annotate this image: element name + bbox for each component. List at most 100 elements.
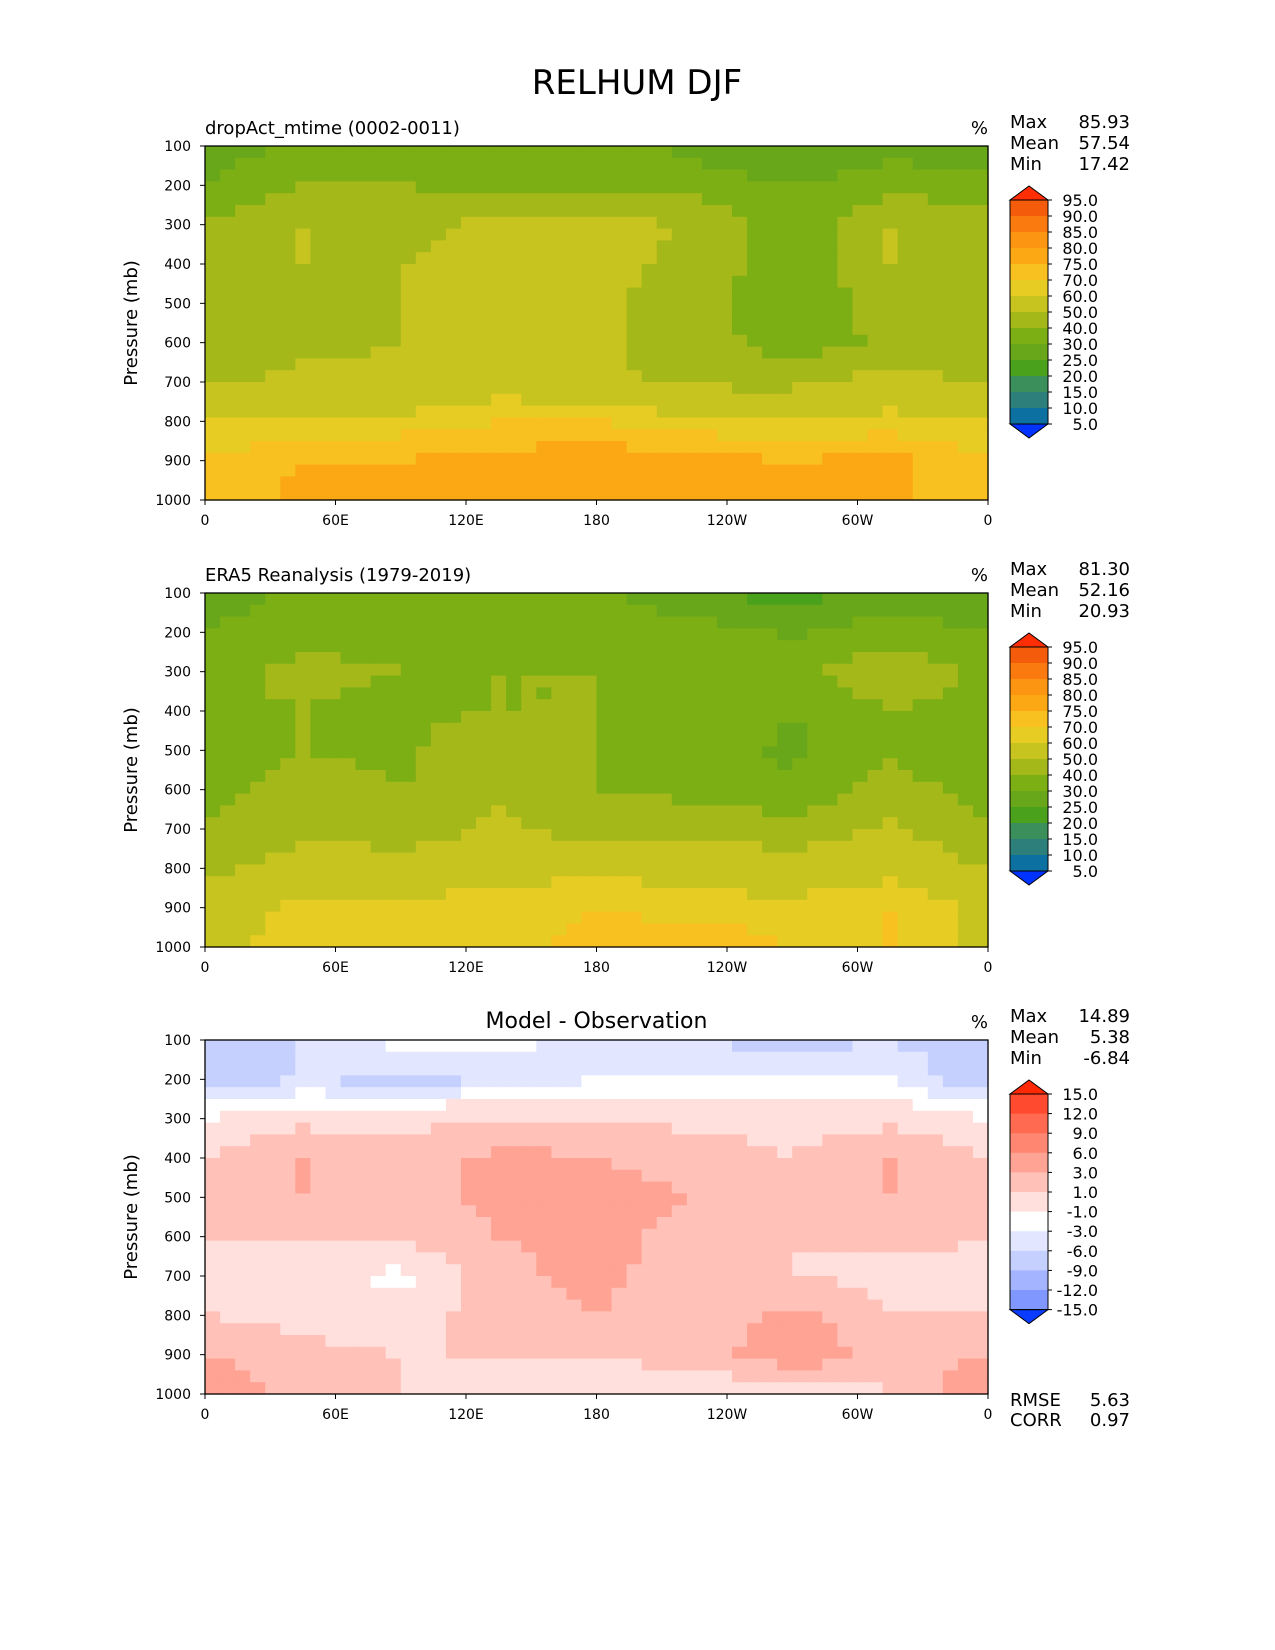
heatmap-cell (506, 346, 522, 359)
heatmap-cell (596, 1134, 613, 1147)
heatmap-cell (927, 829, 944, 842)
heatmap-cell (807, 228, 823, 241)
heatmap-cell (295, 864, 312, 877)
heatmap-cell (807, 476, 823, 489)
heatmap-cell (581, 252, 598, 265)
heatmap-cell (611, 1099, 628, 1112)
heatmap-cell (445, 1122, 462, 1135)
heatmap-cell (581, 593, 598, 606)
heatmap-cell (220, 382, 236, 395)
heatmap-cell (912, 746, 929, 759)
heatmap-cell (385, 228, 402, 241)
heatmap-cell (551, 441, 567, 454)
heatmap-cell (732, 1264, 748, 1277)
heatmap-cell (972, 169, 989, 182)
heatmap-cell (310, 1370, 327, 1383)
heatmap-cell (415, 181, 432, 194)
heatmap-cell (867, 805, 884, 818)
heatmap-cell (536, 734, 552, 747)
heatmap-cell (581, 1063, 598, 1076)
heatmap-cell (581, 1382, 598, 1395)
heatmap-cell (536, 228, 552, 241)
heatmap-cell (611, 311, 628, 324)
heatmap-cell (897, 652, 914, 665)
heatmap-cell (551, 346, 567, 359)
heatmap-cell (551, 169, 567, 182)
heatmap-cell (340, 604, 357, 618)
heatmap-cell (310, 146, 327, 159)
heatmap-cell (445, 663, 462, 677)
heatmap-cell (310, 817, 327, 830)
heatmap-cell (671, 1358, 688, 1371)
heatmap-cell (295, 1311, 312, 1324)
heatmap-cell (686, 193, 703, 206)
heatmap-cell (972, 1311, 989, 1324)
heatmap-cell (581, 923, 598, 936)
heatmap-cell (656, 464, 673, 477)
heatmap-cell (867, 228, 884, 241)
y-axis-label: Pressure (mb) (121, 707, 142, 833)
heatmap-cell (762, 264, 778, 277)
heatmap-cell (792, 734, 808, 747)
heatmap-cell (912, 616, 929, 629)
heatmap-cell (897, 781, 914, 795)
heatmap-cell (280, 911, 296, 924)
heatmap-cell (340, 405, 357, 418)
heatmap-cell (235, 275, 251, 289)
heatmap-cell (942, 382, 959, 395)
heatmap-cell (250, 1193, 266, 1206)
heatmap-cell (852, 604, 869, 618)
heatmap-cell (325, 169, 342, 182)
heatmap-cell (220, 923, 236, 936)
heatmap-cell (536, 193, 552, 206)
heatmap-cell (747, 805, 763, 818)
heatmap-cell (265, 370, 281, 383)
heatmap-cell (340, 264, 357, 277)
heatmap-cell (355, 1264, 372, 1277)
heatmap-cell (942, 935, 959, 948)
heatmap-cell (716, 1217, 733, 1230)
heatmap-cell (716, 252, 733, 265)
heatmap-cell (656, 1040, 673, 1053)
heatmap-cell (701, 1146, 718, 1159)
heatmap-cell (325, 323, 342, 336)
heatmap-cell (867, 840, 884, 854)
heatmap-cell (491, 264, 507, 277)
heatmap-cell (340, 146, 357, 159)
heatmap-cell (701, 616, 718, 629)
heatmap-cell (897, 370, 914, 383)
heatmap-cell (506, 781, 522, 795)
heatmap-cell (716, 935, 733, 948)
heatmap-cell (506, 1169, 522, 1183)
heatmap-cell (912, 699, 929, 712)
y-tick-label: 200 (164, 625, 191, 641)
heatmap-cell (566, 264, 583, 277)
heatmap-cell (972, 476, 989, 489)
heatmap-cell (521, 746, 537, 759)
heatmap-cell (566, 275, 583, 289)
heatmap-cell (867, 240, 884, 253)
heatmap-cell (506, 181, 522, 194)
heatmap-cell (762, 899, 778, 913)
heatmap-cell (521, 464, 537, 477)
heatmap-cell (506, 1146, 522, 1159)
heatmap-cell (807, 464, 823, 477)
heatmap-cell (792, 370, 808, 383)
heatmap-cell (235, 840, 251, 854)
heatmap-cell (897, 1264, 914, 1277)
heatmap-cell (882, 382, 899, 395)
heatmap-cell (671, 805, 688, 818)
heatmap-cell (340, 1299, 357, 1312)
heatmap-cell (957, 1040, 974, 1053)
heatmap-cell (716, 734, 733, 747)
heatmap-cell (581, 405, 598, 418)
heatmap-cell (476, 758, 492, 771)
heatmap-cell (385, 746, 402, 759)
heatmap-cell (205, 1051, 221, 1065)
heatmap-cell (370, 1311, 387, 1324)
heatmap-cell (732, 429, 748, 442)
heatmap-cell (716, 146, 733, 159)
heatmap-cell (370, 382, 387, 395)
heatmap-cell (701, 311, 718, 324)
heatmap-cell (747, 1134, 763, 1147)
